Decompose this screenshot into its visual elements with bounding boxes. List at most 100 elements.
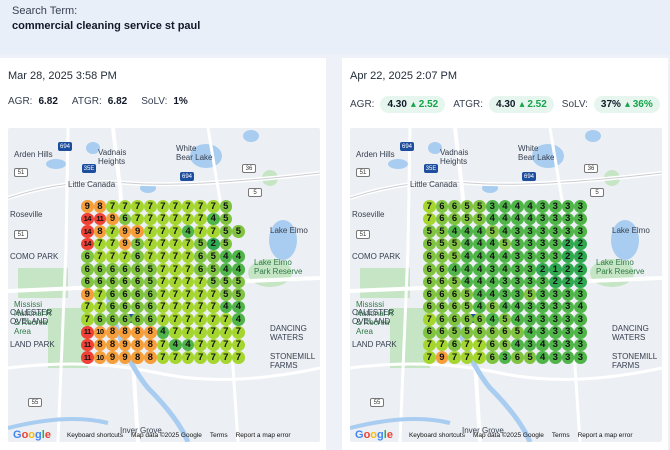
rank-pin[interactable]: 9 bbox=[106, 351, 119, 364]
rank-pin[interactable]: 7 bbox=[156, 275, 170, 289]
rank-pin[interactable]: 7 bbox=[169, 313, 182, 326]
rank-pin[interactable]: 9 bbox=[81, 200, 94, 213]
rank-pin[interactable]: 7 bbox=[106, 250, 119, 263]
rank-pin[interactable]: 7 bbox=[169, 212, 182, 226]
rank-pin[interactable]: 3 bbox=[574, 325, 587, 339]
rank-pin[interactable]: 7 bbox=[181, 200, 195, 213]
rank-pin[interactable]: 6 bbox=[143, 300, 157, 314]
rank-pin[interactable]: 5 bbox=[448, 250, 461, 263]
terms-link[interactable]: Terms bbox=[209, 431, 228, 439]
rank-pin[interactable]: 9 bbox=[118, 237, 132, 251]
rank-pin[interactable]: 4 bbox=[485, 250, 499, 263]
rank-pin[interactable]: 4 bbox=[511, 200, 524, 213]
rank-pin[interactable]: 6 bbox=[485, 338, 499, 352]
rank-pin[interactable]: 7 bbox=[219, 351, 233, 364]
rank-pin[interactable]: 6 bbox=[423, 262, 436, 276]
rank-pin[interactable]: 6 bbox=[118, 275, 132, 289]
rank-pin[interactable]: 9 bbox=[131, 225, 144, 238]
rank-pin[interactable]: 6 bbox=[448, 212, 461, 226]
rank-pin[interactable]: 7 bbox=[169, 275, 182, 289]
rank-pin[interactable]: 3 bbox=[498, 351, 512, 364]
rank-pin[interactable]: 2 bbox=[574, 275, 587, 289]
rank-pin[interactable]: 3 bbox=[523, 250, 537, 263]
rank-pin[interactable]: 7 bbox=[143, 212, 157, 226]
rank-pin[interactable]: 7 bbox=[423, 200, 436, 213]
rank-pin[interactable]: 7 bbox=[156, 200, 170, 213]
rank-pin[interactable]: 4 bbox=[473, 237, 486, 251]
rank-pin[interactable]: 4 bbox=[473, 225, 486, 238]
rank-pin[interactable]: 2 bbox=[536, 262, 549, 276]
rank-pin[interactable]: 4 bbox=[219, 300, 233, 314]
rank-pin[interactable]: 4 bbox=[473, 250, 486, 263]
rank-pin[interactable]: 7 bbox=[143, 237, 157, 251]
rank-pin[interactable]: 7 bbox=[156, 300, 170, 314]
rank-pin[interactable]: 5 bbox=[460, 212, 474, 226]
rank-pin[interactable]: 6 bbox=[498, 325, 512, 339]
rank-pin[interactable]: 7 bbox=[423, 351, 436, 364]
rank-pin[interactable]: 4 bbox=[574, 300, 587, 314]
rank-pin[interactable]: 3 bbox=[511, 250, 524, 263]
rank-pin[interactable]: 5 bbox=[143, 275, 157, 289]
rank-pin[interactable]: 6 bbox=[131, 250, 144, 263]
rank-pin[interactable]: 4 bbox=[485, 237, 499, 251]
rank-pin[interactable]: 7 bbox=[156, 250, 170, 263]
rank-pin[interactable]: 3 bbox=[574, 225, 587, 238]
rank-pin[interactable]: 14 bbox=[81, 212, 94, 226]
rank-pin[interactable]: 7 bbox=[169, 262, 182, 276]
rank-pin[interactable]: 3 bbox=[511, 262, 524, 276]
rank-map[interactable]: Arden Hills Vadnais Heights White Bear Lake L… bbox=[8, 128, 320, 442]
rank-pin[interactable]: 9 bbox=[118, 338, 132, 352]
rank-pin[interactable]: 3 bbox=[574, 288, 587, 301]
rank-pin[interactable]: 9 bbox=[118, 225, 132, 238]
rank-pin[interactable]: 6 bbox=[435, 288, 449, 301]
rank-pin[interactable]: 3 bbox=[536, 288, 549, 301]
rank-pin[interactable]: 6 bbox=[448, 200, 461, 213]
rank-pin[interactable]: 6 bbox=[81, 250, 94, 263]
rank-pin[interactable]: 6 bbox=[423, 275, 436, 289]
rank-pin[interactable]: 7 bbox=[194, 275, 207, 289]
rank-pin[interactable]: 6 bbox=[93, 275, 107, 289]
rank-pin[interactable]: 7 bbox=[448, 351, 461, 364]
rank-pin[interactable]: 7 bbox=[93, 288, 107, 301]
rank-pin[interactable]: 4 bbox=[169, 338, 182, 352]
rank-pin[interactable]: 7 bbox=[423, 338, 436, 352]
rank-pin[interactable]: 3 bbox=[536, 237, 549, 251]
rank-pin[interactable]: 7 bbox=[194, 200, 207, 213]
rank-pin[interactable]: 8 bbox=[131, 338, 144, 352]
rank-pin[interactable]: 3 bbox=[536, 225, 549, 238]
rank-pin[interactable]: 3 bbox=[548, 225, 562, 238]
rank-pin[interactable]: 3 bbox=[574, 351, 587, 364]
rank-pin[interactable]: 7 bbox=[194, 351, 207, 364]
rank-pin[interactable]: 5 bbox=[523, 288, 537, 301]
rank-pin[interactable]: 4 bbox=[473, 288, 486, 301]
rank-pin[interactable]: 3 bbox=[511, 225, 524, 238]
rank-pin[interactable]: 6 bbox=[81, 262, 94, 276]
rank-pin[interactable]: 7 bbox=[118, 250, 132, 263]
rank-pin[interactable]: 3 bbox=[548, 351, 562, 364]
rank-pin[interactable]: 3 bbox=[536, 250, 549, 263]
rank-pin[interactable]: 5 bbox=[219, 237, 233, 251]
rank-pin[interactable]: 7 bbox=[181, 275, 195, 289]
rank-pin[interactable]: 3 bbox=[511, 288, 524, 301]
rank-pin[interactable]: 3 bbox=[498, 275, 512, 289]
rank-pin[interactable]: 4 bbox=[181, 338, 195, 352]
rank-pin[interactable]: 6 bbox=[460, 313, 474, 326]
rank-pin[interactable]: 3 bbox=[511, 275, 524, 289]
rank-pin[interactable]: 5 bbox=[143, 262, 157, 276]
rank-pin[interactable]: 7 bbox=[156, 313, 170, 326]
rank-pin[interactable]: 2 bbox=[574, 237, 587, 251]
rank-pin[interactable]: 2 bbox=[561, 250, 575, 263]
rank-pin[interactable]: 3 bbox=[485, 200, 499, 213]
rank-pin[interactable]: 5 bbox=[232, 275, 245, 289]
rank-pin[interactable]: 6 bbox=[106, 275, 119, 289]
rank-pin[interactable]: 5 bbox=[206, 250, 220, 263]
rank-pin[interactable]: 7 bbox=[143, 250, 157, 263]
rank-pin[interactable]: 6 bbox=[435, 325, 449, 339]
rank-pin[interactable]: 7 bbox=[181, 288, 195, 301]
rank-pin[interactable]: 3 bbox=[511, 237, 524, 251]
rank-pin[interactable]: 3 bbox=[523, 313, 537, 326]
rank-pin[interactable]: 6 bbox=[423, 300, 436, 314]
rank-pin[interactable]: 3 bbox=[548, 250, 562, 263]
rank-pin[interactable]: 6 bbox=[106, 313, 119, 326]
rank-pin[interactable]: 4 bbox=[460, 237, 474, 251]
